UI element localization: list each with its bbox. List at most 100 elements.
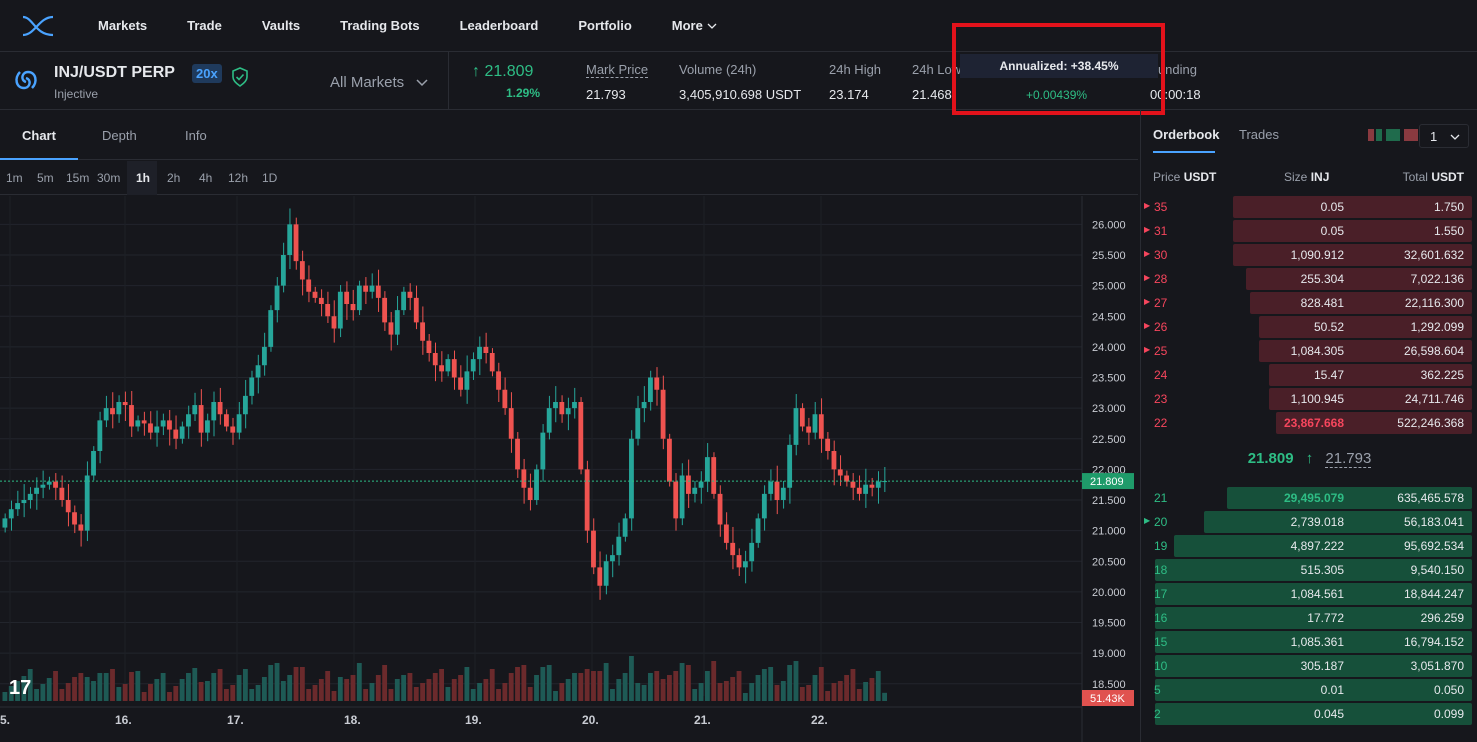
volume-bar xyxy=(686,665,691,701)
chevron-down-icon xyxy=(1450,134,1460,140)
both-sides-view-icon[interactable] xyxy=(1368,129,1382,141)
price-chart[interactable]: 26.000 25.500 25.000 24.500 24.000 23.500 23.0… xyxy=(0,196,1138,742)
volume-bar xyxy=(420,683,425,701)
volume-bar xyxy=(389,689,394,701)
timeframe-1h[interactable]: 1h xyxy=(136,171,150,185)
injective-token-icon xyxy=(12,66,40,94)
tab-info[interactable]: Info xyxy=(185,128,207,143)
candle-body xyxy=(186,414,191,426)
tab-trades[interactable]: Trades xyxy=(1239,127,1279,142)
nav-leaderboard[interactable]: Leaderboard xyxy=(460,18,539,33)
nav-more[interactable]: More xyxy=(672,18,717,33)
volume-bar xyxy=(281,681,286,701)
price-col-header: Price USDT xyxy=(1153,170,1216,184)
bid-row[interactable]: 18 515.305 9,540.150 xyxy=(1141,559,1477,581)
volume-bar xyxy=(730,677,735,701)
bid-row[interactable]: 10 305.187 3,051.870 xyxy=(1141,655,1477,677)
y-tick-label: 24.000 xyxy=(1092,342,1126,354)
nav-portfolio[interactable]: Portfolio xyxy=(578,18,631,33)
volume-bar xyxy=(534,675,539,701)
volume-bar xyxy=(528,687,533,701)
ask-row[interactable]: 22 23,867.668 522,246.368 xyxy=(1141,412,1477,434)
caret-right-icon: ▶ xyxy=(1144,249,1150,258)
ask-row[interactable]: ▶ 26 50.52 1,292.099 xyxy=(1141,316,1477,338)
mark-price-label[interactable]: Mark Price xyxy=(586,62,648,78)
y-tick-label: 20.500 xyxy=(1092,556,1126,568)
volume-bar xyxy=(230,685,235,701)
ask-row[interactable]: ▶ 28 255.304 7,022.136 xyxy=(1141,268,1477,290)
ask-row[interactable]: ▶ 25 1,084.305 26,598.604 xyxy=(1141,340,1477,362)
timeframe-15m[interactable]: 15m xyxy=(66,171,89,185)
volume-bar xyxy=(882,693,887,701)
bid-row[interactable]: 21 29,495.079 635,465.578 xyxy=(1141,487,1477,509)
asks-view-icon[interactable] xyxy=(1404,129,1418,141)
candle-body xyxy=(306,280,311,292)
candle-body xyxy=(427,341,432,353)
candle-body xyxy=(395,310,400,335)
candle-body xyxy=(9,509,14,518)
y-tick-label: 21.500 xyxy=(1092,495,1126,507)
volume-bar xyxy=(629,656,634,701)
candle-body xyxy=(667,439,672,482)
bid-size: 0.045 xyxy=(1314,707,1344,721)
grouping-dropdown[interactable]: 1 xyxy=(1419,124,1469,148)
volume-bar xyxy=(262,677,267,701)
volume-bar xyxy=(148,684,153,701)
tab-chart[interactable]: Chart xyxy=(22,128,56,143)
ask-size: 0.05 xyxy=(1321,224,1344,238)
ask-row[interactable]: 24 15.47 362.225 xyxy=(1141,364,1477,386)
all-markets-dropdown[interactable]: All Markets xyxy=(330,74,428,91)
volume-label: Volume (24h) xyxy=(679,62,756,77)
bid-row[interactable]: 5 0.01 0.050 xyxy=(1141,679,1477,701)
candle-body xyxy=(142,420,147,423)
ask-row[interactable]: ▶ 27 828.481 22,116.300 xyxy=(1141,292,1477,314)
volume-bar xyxy=(446,687,451,701)
candle-body xyxy=(420,322,425,340)
bid-row[interactable]: ▶ 20 2,739.018 56,183.041 xyxy=(1141,511,1477,533)
candle-body xyxy=(313,292,318,298)
volume-bar xyxy=(110,669,115,701)
candle-body xyxy=(680,476,685,519)
mid-mark-price[interactable]: 21.793 xyxy=(1325,450,1371,468)
bid-row[interactable]: 19 4,897.222 95,692.534 xyxy=(1141,535,1477,557)
timeframe-1m[interactable]: 1m xyxy=(6,171,23,185)
ask-row[interactable]: 23 1,100.945 24,711.746 xyxy=(1141,388,1477,410)
volume-bar xyxy=(59,689,64,701)
arrow-up-icon: ↑ xyxy=(472,63,484,80)
bid-row[interactable]: 15 1,085.361 16,794.152 xyxy=(1141,631,1477,653)
tab-depth[interactable]: Depth xyxy=(102,128,137,143)
timeframe-5m[interactable]: 5m xyxy=(37,171,54,185)
bids-view-icon[interactable] xyxy=(1386,129,1400,141)
nav-trade[interactable]: Trade xyxy=(187,18,222,33)
y-tick-label: 21.000 xyxy=(1092,526,1126,538)
timeframe-2h[interactable]: 2h xyxy=(167,171,180,185)
timeframe-12h[interactable]: 12h xyxy=(228,171,248,185)
bid-size: 1,085.361 xyxy=(1291,635,1344,649)
volume-bar xyxy=(800,687,805,701)
volume-bar xyxy=(306,689,311,701)
candle-body xyxy=(711,457,716,494)
nav-vaults[interactable]: Vaults xyxy=(262,18,300,33)
y-tick-label: 24.500 xyxy=(1092,311,1126,323)
timeframe-4h[interactable]: 4h xyxy=(199,171,212,185)
ask-row[interactable]: ▶ 31 0.05 1.550 xyxy=(1141,220,1477,242)
timeframe-30m[interactable]: 30m xyxy=(97,171,120,185)
candle-body xyxy=(15,503,20,509)
candle-body xyxy=(800,408,805,426)
bid-row[interactable]: 17 1,084.561 18,844.247 xyxy=(1141,583,1477,605)
caret-right-icon: ▶ xyxy=(1144,297,1150,306)
ask-row[interactable]: ▶ 35 0.05 1.750 xyxy=(1141,196,1477,218)
bid-row[interactable]: 2 0.045 0.099 xyxy=(1141,703,1477,725)
ask-price: 24 xyxy=(1154,368,1167,382)
nav-trading-bots[interactable]: Trading Bots xyxy=(340,18,419,33)
orderbook-panel: Orderbook Trades 1 Price USDT Size INJ T… xyxy=(1140,110,1477,742)
market-name: Injective xyxy=(54,87,98,101)
timeframe-1d[interactable]: 1D xyxy=(262,171,277,185)
candle-body xyxy=(851,482,856,488)
bid-row[interactable]: 16 17.772 296.259 xyxy=(1141,607,1477,629)
ask-row[interactable]: ▶ 30 1,090.912 32,601.632 xyxy=(1141,244,1477,266)
tab-orderbook[interactable]: Orderbook xyxy=(1153,127,1219,142)
volume-bar xyxy=(762,669,767,701)
brand-logo[interactable] xyxy=(0,0,76,52)
nav-markets[interactable]: Markets xyxy=(98,18,147,33)
